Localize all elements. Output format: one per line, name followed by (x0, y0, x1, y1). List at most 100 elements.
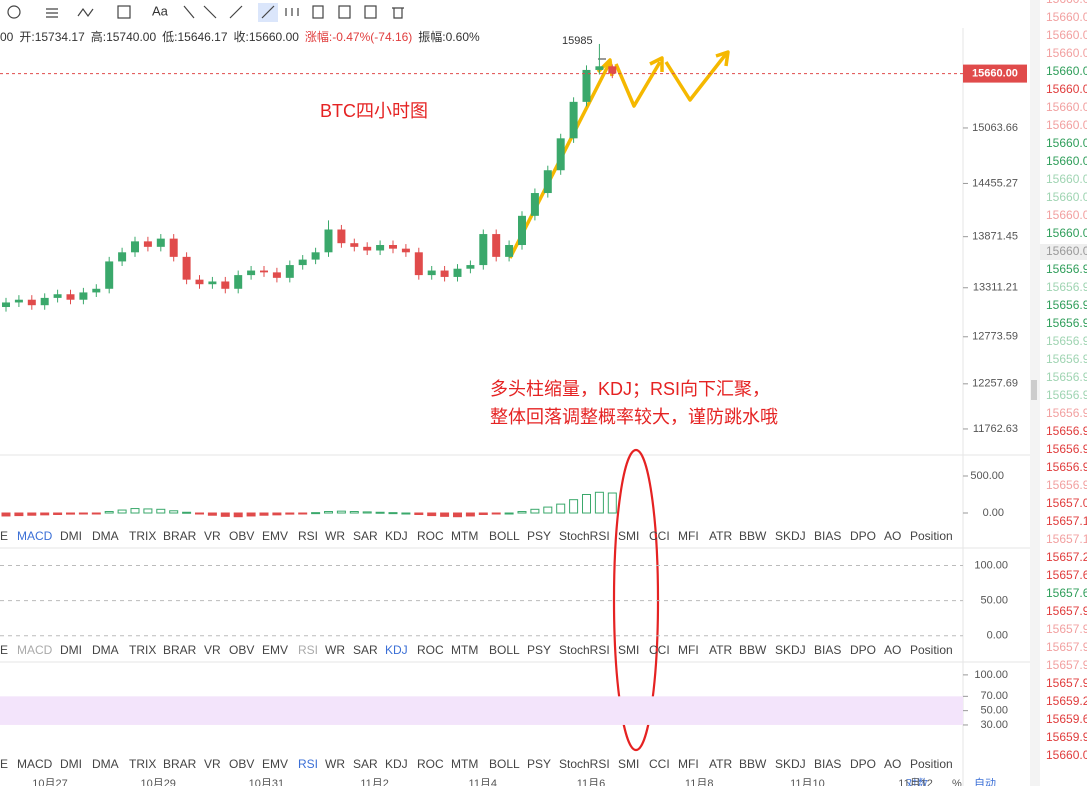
indicator-tab[interactable]: MFI (678, 529, 699, 543)
indicator-tab[interactable]: StochRSI (559, 529, 610, 543)
candle-body (466, 265, 475, 269)
indicator-tab[interactable]: BRAR (163, 757, 197, 771)
indicator-tab[interactable]: MTM (451, 757, 478, 771)
indicator-tab[interactable]: VR (204, 757, 221, 771)
indicator-tab[interactable]: BBW (739, 529, 767, 543)
candle-body (182, 256, 191, 280)
indicator-tab[interactable]: ROC (417, 643, 444, 657)
indicator-tab[interactable]: MFI (678, 643, 699, 657)
axis-control[interactable]: 自动 (974, 777, 996, 786)
indicator-tab[interactable]: ROC (417, 757, 444, 771)
indicator-tab[interactable]: E (0, 643, 8, 657)
indicator-tab[interactable]: WR (325, 529, 345, 543)
indicator-tab[interactable]: MACD (17, 529, 53, 543)
indicator-tab[interactable]: VR (204, 643, 221, 657)
indicator-tab[interactable]: SKDJ (775, 757, 806, 771)
indicator-tab[interactable]: DMI (60, 643, 82, 657)
indicator-tab[interactable]: KDJ (385, 643, 408, 657)
indicator-tab[interactable]: TRIX (129, 757, 156, 771)
candle-body (556, 138, 565, 171)
indicator-tab[interactable]: CCI (649, 529, 670, 543)
indicator-tab[interactable]: MFI (678, 757, 699, 771)
indicator-tab[interactable]: CCI (649, 643, 670, 657)
indicator-tab[interactable]: PSY (527, 529, 551, 543)
indicator-tab[interactable]: WR (325, 643, 345, 657)
indicator-tab[interactable]: ROC (417, 529, 444, 543)
indicator-tab[interactable]: AO (884, 757, 901, 771)
indicator-tab[interactable]: AO (884, 643, 901, 657)
indicator-tab[interactable]: SKDJ (775, 529, 806, 543)
axis-control[interactable]: % (952, 778, 962, 786)
indicator-tab[interactable]: SKDJ (775, 643, 806, 657)
indicator-tab[interactable]: RSI (298, 643, 318, 657)
indicator-tab[interactable]: E (0, 757, 8, 771)
indicator-tab[interactable]: OBV (229, 529, 254, 543)
indicator-tab[interactable]: SAR (353, 643, 378, 657)
indicator-tab[interactable]: StochRSI (559, 643, 610, 657)
indicator-tab[interactable]: PSY (527, 757, 551, 771)
indicator-tab[interactable]: SMI (618, 643, 639, 657)
indicator-tab[interactable]: EMV (262, 757, 288, 771)
indicator-tab[interactable]: E (0, 529, 8, 543)
order-price: 15660.00 (1046, 82, 1087, 96)
indicator-tab[interactable]: DPO (850, 529, 876, 543)
indicator-tab[interactable]: SAR (353, 757, 378, 771)
indicator-tab[interactable]: AO (884, 529, 901, 543)
indicator-tab[interactable]: OBV (229, 643, 254, 657)
indicator-tab[interactable]: OBV (229, 757, 254, 771)
indicator-tab[interactable]: DMI (60, 757, 82, 771)
macd-bar (285, 512, 295, 515)
indicator-tab[interactable]: DMA (92, 643, 119, 657)
indicator-tab[interactable]: BRAR (163, 529, 197, 543)
x-tick-label: 11月6 (577, 778, 606, 786)
indicator-tab[interactable]: ATR (709, 757, 732, 771)
indicator-tab[interactable]: BOLL (489, 643, 520, 657)
indicator-tab[interactable]: MTM (451, 529, 478, 543)
indicator-tab[interactable]: DPO (850, 643, 876, 657)
indicator-tab[interactable]: BIAS (814, 643, 841, 657)
indicator-tab[interactable]: WR (325, 757, 345, 771)
indicator-tab[interactable]: Position (910, 643, 953, 657)
scroll-thumb[interactable] (1031, 380, 1037, 400)
indicator-tab[interactable]: BBW (739, 757, 767, 771)
indicator-tab[interactable]: SMI (618, 757, 639, 771)
order-price: 15657.1 (1046, 532, 1087, 546)
indicator-tab[interactable]: EMV (262, 529, 288, 543)
indicator-tab[interactable]: VR (204, 529, 221, 543)
indicator-tab[interactable]: BOLL (489, 529, 520, 543)
indicator-tab[interactable]: KDJ (385, 757, 408, 771)
indicator-tab[interactable]: BIAS (814, 529, 841, 543)
indicator-tab[interactable]: DMI (60, 529, 82, 543)
indicator-tab[interactable]: DPO (850, 757, 876, 771)
indicator-tab[interactable]: BRAR (163, 643, 197, 657)
info-item: 低:15646.17 (162, 30, 228, 44)
y-tick-label: 12257.69 (972, 378, 1018, 390)
indicator-tab[interactable]: SAR (353, 529, 378, 543)
indicator-tab[interactable]: DMA (92, 757, 119, 771)
indicator-tab[interactable]: ATR (709, 643, 732, 657)
indicator-tab[interactable]: SMI (618, 529, 639, 543)
indicator-tab[interactable]: BIAS (814, 757, 841, 771)
indicator-tab[interactable]: DMA (92, 529, 119, 543)
indicator-tab[interactable]: MTM (451, 643, 478, 657)
indicator-tab[interactable]: MACD (17, 757, 53, 771)
order-price: 15660.00 (1046, 136, 1087, 150)
candle-body (530, 193, 539, 216)
indicator-tab[interactable]: TRIX (129, 529, 156, 543)
indicator-tab[interactable]: CCI (649, 757, 670, 771)
indicator-tab[interactable]: TRIX (129, 643, 156, 657)
indicator-tab[interactable]: EMV (262, 643, 288, 657)
indicator-tab[interactable]: ATR (709, 529, 732, 543)
indicator-tab[interactable]: PSY (527, 643, 551, 657)
indicator-tab[interactable]: RSI (298, 529, 318, 543)
indicator-tab[interactable]: RSI (298, 757, 318, 771)
indicator-tab[interactable]: BBW (739, 643, 767, 657)
indicator-tab[interactable]: MACD (17, 643, 53, 657)
indicator-tab[interactable]: BOLL (489, 757, 520, 771)
indicator-tab[interactable]: Position (910, 529, 953, 543)
indicator-tab[interactable]: Position (910, 757, 953, 771)
indicator-tab[interactable]: StochRSI (559, 757, 610, 771)
axis-control[interactable]: 对数 (906, 776, 928, 786)
indicator-tab[interactable]: KDJ (385, 529, 408, 543)
candle-body (143, 241, 152, 247)
